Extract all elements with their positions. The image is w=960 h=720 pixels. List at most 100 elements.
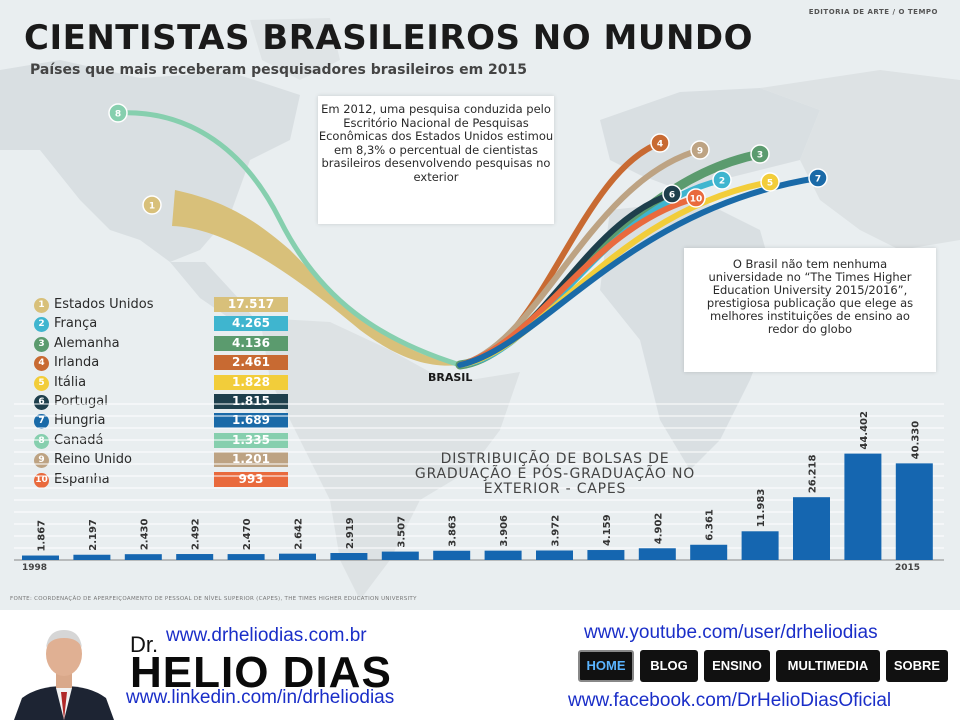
- bar-value-label: 3.906: [499, 515, 510, 547]
- bar-value-label: 2.642: [294, 518, 305, 550]
- legend-country-name: Reino Unido: [54, 452, 132, 468]
- legend-value: 1.828: [214, 374, 288, 390]
- destination-badge-circle: [108, 103, 128, 123]
- footer-name: HELIO DIAS: [130, 648, 392, 697]
- destination-badge-circle: [760, 172, 780, 192]
- bar-value-label: 2.430: [139, 519, 150, 551]
- legend-rank-badge: 4: [34, 356, 49, 372]
- x-start-year-label: 1998: [22, 563, 48, 573]
- nav-blog-button[interactable]: BLOG: [640, 650, 698, 682]
- destination-badge: 5: [760, 172, 780, 192]
- legend-row: 5 Itália 1.828: [34, 374, 292, 393]
- legend-value: 1.689: [214, 413, 288, 429]
- nav-multimedia-button[interactable]: MULTIMEDIA: [776, 650, 880, 682]
- legend-country-name: Alemanha: [54, 335, 120, 351]
- destination-badge-number: 7: [815, 175, 821, 185]
- bar-value-label: 2.470: [242, 518, 253, 550]
- youtube-link[interactable]: www.youtube.com/user/drheliodias: [584, 622, 878, 643]
- legend-country-name: Portugal: [54, 393, 108, 409]
- bar-value-label: 6.361: [705, 509, 716, 541]
- footer-dr-label: Dr.: [130, 632, 159, 657]
- legend-rank-badge: 7: [34, 414, 49, 430]
- legend-row: 3 Alemanha 4.136: [34, 335, 292, 354]
- bar-value-label: 3.507: [396, 516, 407, 548]
- legend-country-name: Hungria: [54, 413, 106, 429]
- bar-2006: [433, 550, 471, 560]
- legend-row: 7 Hungria 1.689: [34, 412, 292, 431]
- destination-badge-number: 9: [697, 147, 703, 157]
- bar-value-label: 3.863: [448, 515, 459, 547]
- destination-badge-number: 3: [757, 151, 763, 161]
- destination-badge: 9: [690, 140, 710, 160]
- legend-row: 1 Estados Unidos 17.517: [34, 296, 292, 315]
- destination-badge-circle: [808, 168, 828, 188]
- nav-sobre-button[interactable]: SOBRE: [886, 650, 948, 682]
- legend-rank-badge: 5: [34, 375, 49, 391]
- legend-country-name: Irlanda: [54, 355, 100, 371]
- x-end-year-label: 2015: [895, 563, 921, 573]
- bar-chart-title: DISTRIBUIÇÃO DE BOLSAS DE GRADUAÇÃO E PÓ…: [414, 451, 696, 497]
- bar-2011: [690, 544, 728, 560]
- legend-country-name: Itália: [54, 374, 87, 390]
- bar-2000: [124, 554, 162, 560]
- destination-badge-number: 2: [719, 177, 725, 187]
- bar-2010: [638, 548, 676, 560]
- destination-badge: 2: [712, 170, 732, 190]
- nav-home-button[interactable]: HOME: [578, 650, 634, 682]
- note-research-2012: Em 2012, uma pesquisa conduzida pelo Esc…: [318, 96, 554, 224]
- destination-badge-number: 6: [669, 191, 675, 201]
- destination-badge-number: 1: [149, 202, 155, 212]
- bar-2015: [895, 463, 933, 560]
- bar-2007: [484, 550, 522, 560]
- bar-2009: [587, 550, 625, 560]
- legend-row: 4 Irlanda 2.461: [34, 354, 292, 373]
- destination-badge: 10: [686, 188, 706, 208]
- south-america-shape: [260, 318, 520, 600]
- destination-badge-circle: [686, 188, 706, 208]
- doctor-portrait-icon: [8, 620, 120, 720]
- legend-rank-badge: 6: [34, 394, 49, 410]
- brasil-origin-label: BRASIL: [428, 371, 473, 384]
- bar-value-label: 11.983: [756, 489, 767, 528]
- destination-badge-circle: [650, 133, 670, 153]
- bar-value-label: 4.902: [653, 513, 664, 545]
- bar-2002: [227, 554, 265, 560]
- legend-value: 993: [214, 471, 288, 487]
- bar-2004: [330, 553, 368, 560]
- legend-country-name: Estados Unidos: [54, 297, 154, 312]
- note-university-ranking: O Brasil não tem nenhuma universidade no…: [684, 248, 936, 372]
- destination-badge-circle: [712, 170, 732, 190]
- destination-badge-circle: [662, 184, 682, 204]
- bar-value-label: 2.919: [345, 517, 356, 549]
- bar-1998: [22, 555, 59, 560]
- bar-value-label: 2.197: [88, 519, 99, 551]
- destination-badge-number: 4: [657, 140, 663, 150]
- legend-rank-badge: 2: [34, 317, 49, 333]
- credit-label: EDITORIA DE ARTE / O TEMPO: [808, 8, 938, 16]
- nav-ensino-button[interactable]: ENSINO: [704, 650, 770, 682]
- infographic: 1 2 3 4 5 6 7 8 9 10 EDITORIA DE ARTE / O TEMPO C…: [0, 0, 960, 610]
- site-link[interactable]: www.drheliodias.com.br: [166, 625, 367, 646]
- legend-value: 4.265: [214, 316, 288, 332]
- legend-country-name: Espanha: [54, 471, 110, 487]
- linkedin-link[interactable]: www.linkedin.com/in/drheliodias: [126, 687, 395, 708]
- legend-value: 2.461: [214, 355, 288, 371]
- facebook-link[interactable]: www.facebook.com/DrHelioDiasOficial: [568, 690, 892, 711]
- legend-rank-badge: 1: [34, 298, 49, 313]
- bar-value-label: 26.218: [808, 455, 819, 494]
- bar-2014: [844, 453, 882, 560]
- europe-shape: [600, 88, 820, 190]
- bar-value-label: 1.867: [37, 520, 48, 552]
- destination-badge: 3: [750, 144, 770, 164]
- bar-2012: [741, 531, 779, 560]
- destination-badge-number: 8: [115, 110, 121, 120]
- destination-badge: 1: [142, 195, 162, 215]
- infographic-title: CIENTISTAS BRASILEIROS NO MUNDO: [24, 18, 754, 58]
- capes-bar-chart: 1.867 2.197 2.430 2.492 2.470 2.642 2.919 3.507…: [14, 403, 944, 561]
- bar-1999: [73, 554, 111, 560]
- bar-value-label: 44.402: [859, 411, 870, 450]
- legend-value: 1.201: [214, 452, 288, 468]
- legend-rank-badge: 8: [34, 433, 49, 449]
- source-note: FONTE: COORDENAÇÃO DE APERFEIÇOAMENTO DE…: [10, 596, 417, 602]
- bar-value-label: 3.972: [551, 515, 562, 547]
